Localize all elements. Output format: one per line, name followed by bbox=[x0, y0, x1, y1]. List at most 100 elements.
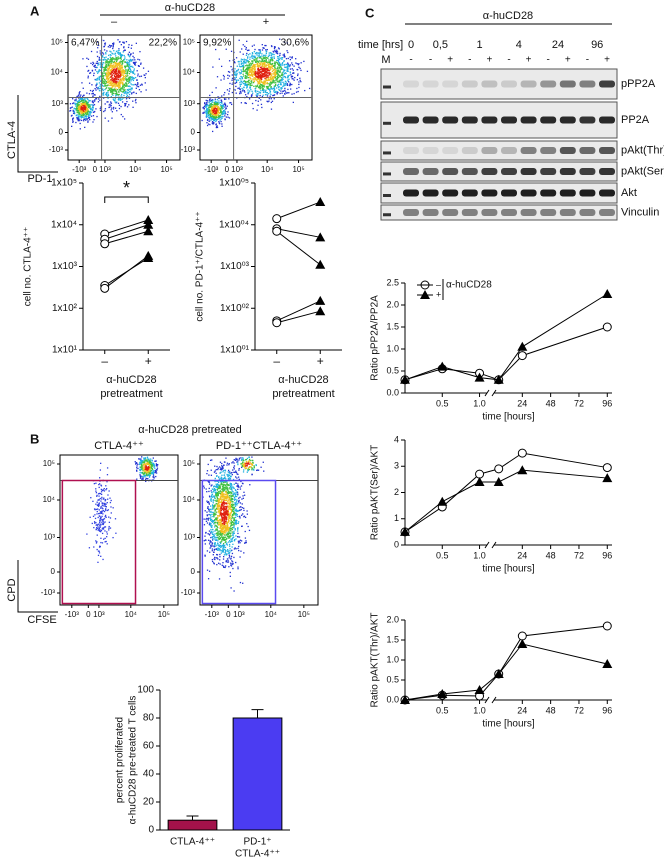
event-dot bbox=[123, 46, 125, 48]
event-dot bbox=[289, 84, 291, 87]
event-dot bbox=[139, 462, 141, 464]
event-dot bbox=[220, 521, 222, 523]
event-dot bbox=[96, 513, 98, 515]
event-dot bbox=[223, 502, 225, 504]
event-dot bbox=[274, 91, 277, 94]
event-dot bbox=[123, 91, 125, 93]
event-dot bbox=[208, 100, 211, 102]
event-dot bbox=[95, 62, 97, 64]
event-dot bbox=[100, 500, 102, 502]
event-dot bbox=[230, 565, 233, 567]
event-dot bbox=[78, 115, 80, 117]
event-dot bbox=[218, 504, 220, 506]
event-dot bbox=[88, 116, 91, 119]
event-dot bbox=[85, 103, 88, 105]
event-dot bbox=[82, 113, 85, 115]
event-dot bbox=[297, 90, 299, 93]
event-dot bbox=[218, 117, 220, 119]
event-dot bbox=[139, 458, 141, 460]
event-dot bbox=[105, 485, 107, 487]
event-dot bbox=[97, 508, 99, 510]
event-dot bbox=[95, 528, 97, 531]
event-dot bbox=[235, 522, 237, 525]
event-dot bbox=[115, 64, 117, 66]
event-dot bbox=[233, 483, 235, 485]
event-dot bbox=[261, 106, 263, 109]
event-dot bbox=[249, 53, 251, 55]
event-dot bbox=[92, 102, 95, 104]
event-dot bbox=[226, 482, 228, 484]
event-dot bbox=[113, 83, 116, 85]
event-dot bbox=[128, 80, 130, 82]
event-dot bbox=[139, 459, 142, 462]
event-dot bbox=[114, 65, 116, 67]
event-dot bbox=[241, 64, 244, 67]
event-dot bbox=[252, 61, 254, 63]
event-dot bbox=[92, 115, 95, 117]
event-dot bbox=[148, 473, 150, 475]
event-dot bbox=[288, 81, 290, 83]
event-dot bbox=[232, 478, 235, 481]
event-dot bbox=[279, 79, 282, 81]
event-dot bbox=[228, 463, 230, 465]
event-dot bbox=[224, 546, 227, 549]
event-dot bbox=[209, 459, 212, 462]
event-dot bbox=[80, 99, 83, 101]
event-dot bbox=[207, 115, 210, 117]
event-dot bbox=[274, 68, 276, 71]
event-dot bbox=[264, 61, 266, 64]
event-dot bbox=[228, 464, 230, 466]
event-dot bbox=[219, 550, 221, 552]
event-dot bbox=[117, 75, 119, 77]
event-dot bbox=[214, 107, 217, 110]
event-dot bbox=[288, 92, 290, 94]
event-dot bbox=[265, 85, 268, 88]
event-dot bbox=[248, 98, 251, 100]
event-dot bbox=[215, 472, 217, 474]
event-dot bbox=[93, 482, 96, 485]
event-dot bbox=[102, 522, 105, 525]
event-dot bbox=[211, 107, 213, 110]
event-dot bbox=[222, 484, 224, 486]
event-dot bbox=[136, 70, 138, 72]
event-dot bbox=[258, 73, 261, 75]
event-dot bbox=[287, 51, 289, 54]
event-dot bbox=[129, 78, 131, 80]
event-dot bbox=[303, 60, 305, 63]
event-dot bbox=[225, 98, 227, 100]
event-dot bbox=[122, 88, 124, 90]
event-dot bbox=[284, 72, 286, 74]
event-dot bbox=[237, 566, 239, 568]
event-dot bbox=[286, 68, 289, 70]
event-dot bbox=[274, 83, 277, 86]
event-dot bbox=[285, 92, 288, 94]
event-dot bbox=[213, 471, 216, 473]
event-dot bbox=[226, 113, 229, 116]
event-dot bbox=[225, 538, 228, 540]
event-dot bbox=[215, 48, 217, 51]
event-dot bbox=[207, 506, 209, 508]
event-dot bbox=[102, 489, 105, 491]
event-dot bbox=[215, 103, 217, 105]
event-dot bbox=[277, 57, 279, 60]
event-dot bbox=[205, 488, 207, 490]
event-dot bbox=[207, 501, 210, 503]
event-dot bbox=[224, 496, 226, 499]
event-dot bbox=[101, 78, 104, 80]
event-dot bbox=[89, 118, 91, 121]
event-dot bbox=[92, 500, 94, 503]
event-dot bbox=[81, 110, 83, 113]
event-dot bbox=[233, 526, 235, 528]
event-dot bbox=[84, 103, 87, 105]
event-dot bbox=[207, 481, 210, 483]
event-dot bbox=[263, 85, 265, 87]
event-dot bbox=[274, 73, 277, 75]
event-dot bbox=[83, 105, 86, 108]
event-dot bbox=[286, 66, 288, 68]
event-dot bbox=[213, 117, 215, 119]
event-dot bbox=[206, 108, 208, 110]
event-dot bbox=[298, 66, 300, 68]
event-dot bbox=[142, 67, 145, 69]
event-dot bbox=[245, 81, 247, 83]
event-dot bbox=[110, 82, 112, 84]
